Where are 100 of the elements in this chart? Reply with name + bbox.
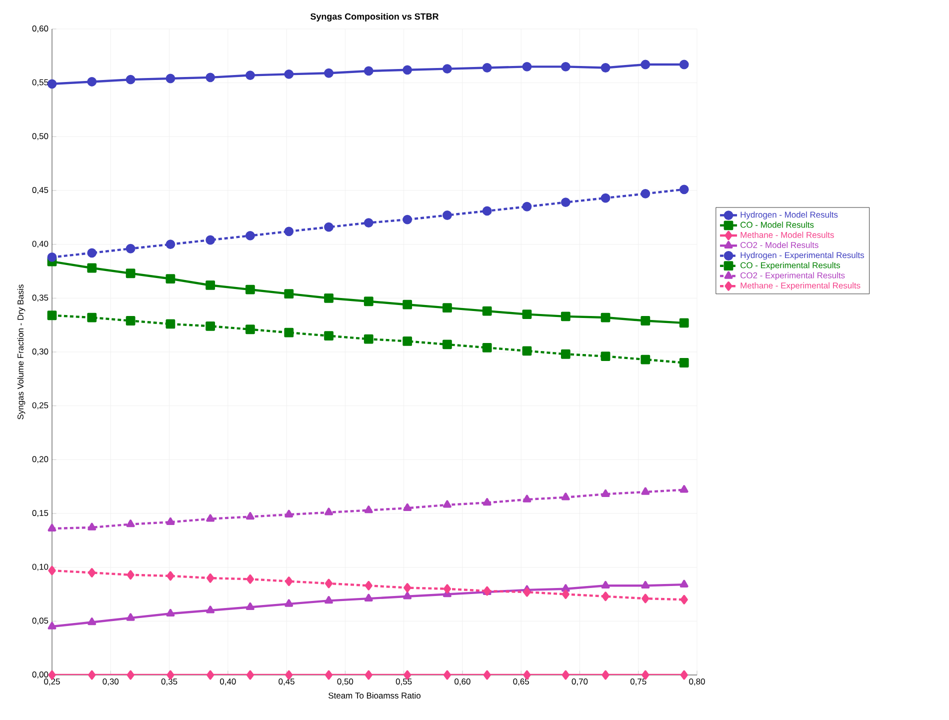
x-tick-label: 0,55 <box>396 678 412 686</box>
point <box>206 235 216 245</box>
point <box>679 358 689 368</box>
point <box>166 240 176 250</box>
point <box>561 584 570 592</box>
y-tick-label: 0,15 <box>32 510 48 517</box>
point <box>640 60 650 70</box>
x-axis-title: Steam To Bioamss Ratio <box>328 692 421 699</box>
x-tick-label: 0,70 <box>572 678 588 686</box>
point <box>324 578 333 588</box>
point <box>403 503 412 511</box>
point <box>166 319 176 329</box>
point <box>88 568 96 578</box>
point <box>324 508 333 516</box>
point <box>600 312 610 322</box>
point <box>87 263 97 273</box>
point <box>284 328 294 338</box>
point <box>600 63 610 72</box>
x-tick-label: 0,50 <box>337 678 354 686</box>
point <box>206 72 216 82</box>
point <box>482 498 492 506</box>
point <box>88 670 96 680</box>
point <box>523 587 531 597</box>
point <box>246 574 254 584</box>
y-tick-label: 0,30 <box>32 348 48 356</box>
x-tick-label: 0,30 <box>102 678 119 686</box>
point <box>284 226 294 236</box>
y-axis-title: Syngas Volume Fraction - Dry Basis <box>17 284 26 420</box>
y-tick-label: 0,20 <box>32 456 48 464</box>
point <box>285 576 293 586</box>
point <box>402 65 412 75</box>
point <box>284 599 294 607</box>
point <box>560 62 570 72</box>
point <box>87 312 97 322</box>
point <box>48 566 56 576</box>
point <box>561 492 570 500</box>
legend-label: Hydrogen - Model Results <box>740 211 838 220</box>
point <box>560 349 570 359</box>
point <box>88 618 96 626</box>
point <box>562 590 570 599</box>
point <box>402 214 412 224</box>
point <box>601 580 610 589</box>
point <box>246 512 254 520</box>
point <box>364 670 372 680</box>
point <box>246 70 255 80</box>
point <box>246 324 255 334</box>
point <box>442 64 452 74</box>
point <box>483 670 491 680</box>
legend-label: CO2 - Experimental Results <box>740 272 845 280</box>
point <box>679 318 689 328</box>
point <box>640 316 650 326</box>
x-tick-label: 0,75 <box>630 678 646 686</box>
x-tick-label: 0,65 <box>513 678 529 686</box>
point <box>642 594 650 604</box>
point <box>482 206 492 216</box>
point <box>48 622 56 630</box>
point <box>562 670 570 680</box>
point <box>166 517 175 525</box>
point <box>680 594 688 604</box>
y-tick-label: 0,45 <box>32 186 48 194</box>
point <box>246 602 254 610</box>
chart-title: Syngas Composition vs STBR <box>310 13 439 22</box>
legend-label: Methane - Model Results <box>740 232 834 238</box>
point <box>246 670 254 680</box>
x-tick-label: 0,35 <box>161 678 178 686</box>
x-tick-label: 0,25 <box>44 678 60 686</box>
point <box>206 606 215 614</box>
y-tick-label: 0,00 <box>32 671 48 678</box>
point <box>87 77 97 86</box>
x-tick-label: 0,40 <box>220 678 236 686</box>
point <box>640 189 650 198</box>
point <box>600 352 610 361</box>
point <box>443 584 452 594</box>
point <box>364 334 374 344</box>
y-tick-label: 0,55 <box>32 79 48 86</box>
y-tick-label: 0,25 <box>32 402 48 410</box>
point <box>442 303 452 313</box>
point <box>680 485 688 493</box>
point <box>522 62 532 72</box>
y-tick-label: 0,60 <box>32 25 48 32</box>
point <box>324 331 334 341</box>
point <box>206 280 216 290</box>
point <box>324 596 333 604</box>
point <box>206 573 214 583</box>
point <box>404 583 412 592</box>
point <box>364 580 372 590</box>
point <box>522 202 532 212</box>
point <box>126 670 134 680</box>
y-tick-label: 0,40 <box>32 240 48 248</box>
point <box>47 252 57 262</box>
point <box>482 306 492 316</box>
point <box>680 670 688 680</box>
x-tick-label: 0,60 <box>454 678 470 686</box>
point <box>284 510 294 518</box>
point <box>88 522 96 530</box>
point <box>166 274 176 284</box>
point <box>679 184 689 194</box>
point <box>246 231 255 240</box>
point <box>402 336 412 346</box>
y-tick-label: 0,50 <box>32 133 48 140</box>
